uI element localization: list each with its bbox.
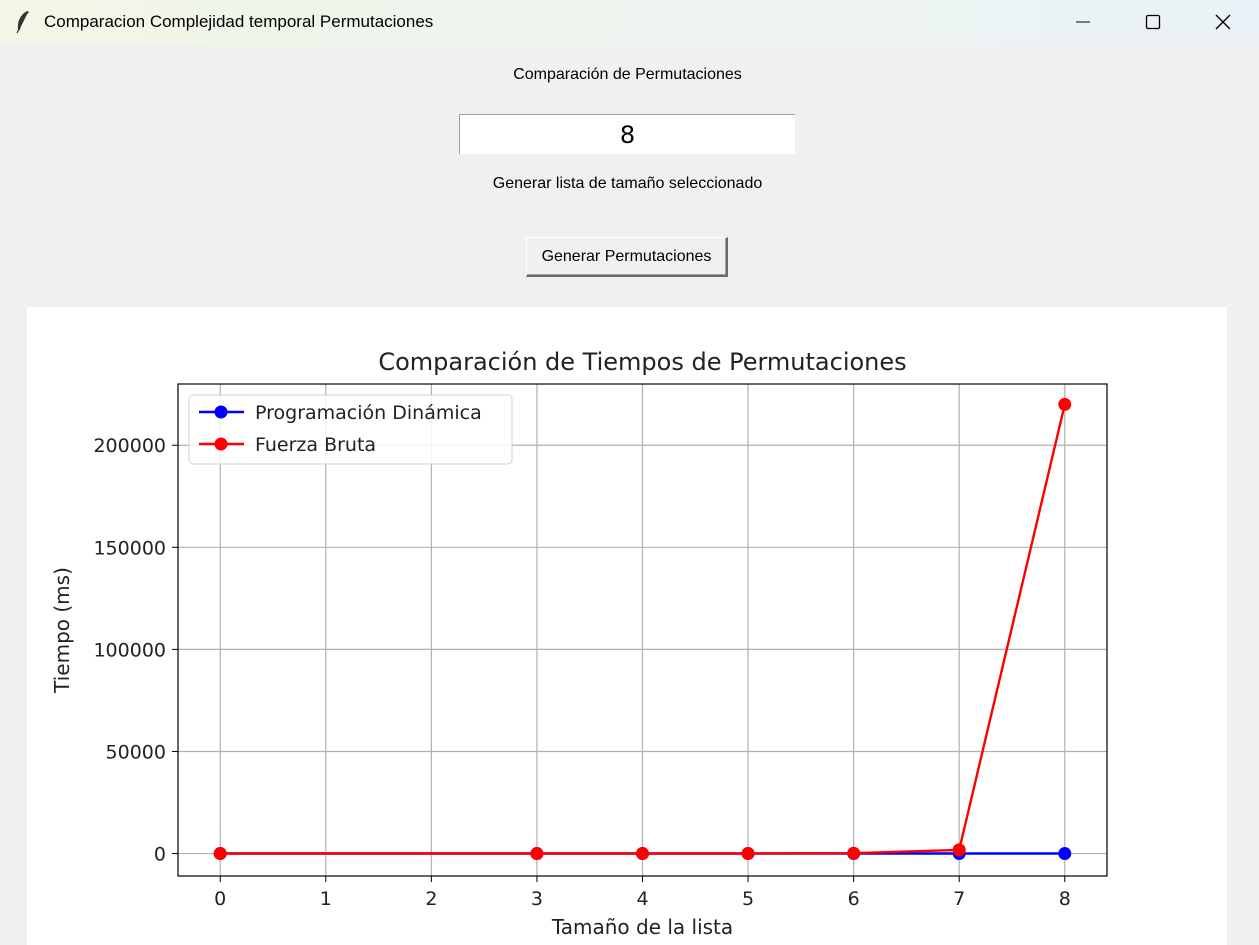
- x-tick-label: 6: [848, 888, 860, 910]
- x-tick-label: 8: [1059, 888, 1071, 910]
- chart-canvas: 0 1 2 3 4 5 6 7 8 0 50000 100000 150000 200000 Compar…: [27, 307, 1227, 945]
- legend-marker: [214, 437, 228, 451]
- y-tick-label: 200000: [93, 435, 166, 457]
- instruction-label: Generar lista de tamaño seleccionado: [492, 175, 763, 192]
- line-chart: 0 1 2 3 4 5 6 7 8 0 50000 100000 150000 200000 Compar…: [50, 348, 1108, 939]
- data-point: [952, 843, 966, 857]
- data-point: [530, 847, 544, 861]
- maximize-icon: [1145, 14, 1161, 30]
- y-tick-label: 150000: [93, 537, 166, 559]
- title-bar: Comparacion Complejidad temporal Permuta…: [0, 0, 1259, 45]
- x-tick-label: 2: [425, 888, 437, 910]
- data-point: [636, 847, 649, 861]
- x-tick-label: 7: [953, 888, 965, 910]
- data-point: [213, 847, 227, 861]
- legend-label: Fuerza Bruta: [255, 434, 376, 456]
- y-tick-label: 50000: [106, 741, 166, 763]
- feather-icon: [16, 11, 29, 34]
- legend-box: [188, 394, 513, 465]
- close-button[interactable]: [1188, 0, 1258, 45]
- generate-permutations-button[interactable]: Generar Permutaciones: [526, 237, 728, 277]
- data-point: [741, 847, 755, 861]
- heading-label: Comparación de Permutaciones: [513, 66, 742, 83]
- minimize-icon: [1076, 21, 1090, 23]
- minimize-button[interactable]: [1048, 0, 1118, 45]
- close-icon: [1215, 14, 1231, 30]
- x-tick-label: 0: [214, 888, 226, 910]
- x-tick-label: 1: [320, 888, 332, 910]
- window-title: Comparacion Complejidad temporal Permuta…: [44, 12, 434, 31]
- x-tick-label: 4: [636, 888, 648, 910]
- y-tick-label: 100000: [93, 639, 166, 661]
- chart-title: Comparación de Tiempos de Permutaciones: [378, 348, 906, 376]
- legend-label: Programación Dinámica: [255, 402, 482, 424]
- x-axis-label: Tamaño de la lista: [551, 915, 733, 939]
- data-point: [1058, 847, 1072, 861]
- maximize-button[interactable]: [1118, 0, 1188, 45]
- y-axis-label: Tiempo (ms): [50, 567, 74, 694]
- list-size-input[interactable]: [459, 114, 795, 154]
- data-point: [1058, 397, 1072, 411]
- x-tick-label: 5: [742, 888, 754, 910]
- y-tick-label: 0: [154, 844, 166, 866]
- x-tick-label: 3: [531, 888, 543, 910]
- legend-marker: [214, 405, 228, 419]
- data-point: [847, 846, 861, 860]
